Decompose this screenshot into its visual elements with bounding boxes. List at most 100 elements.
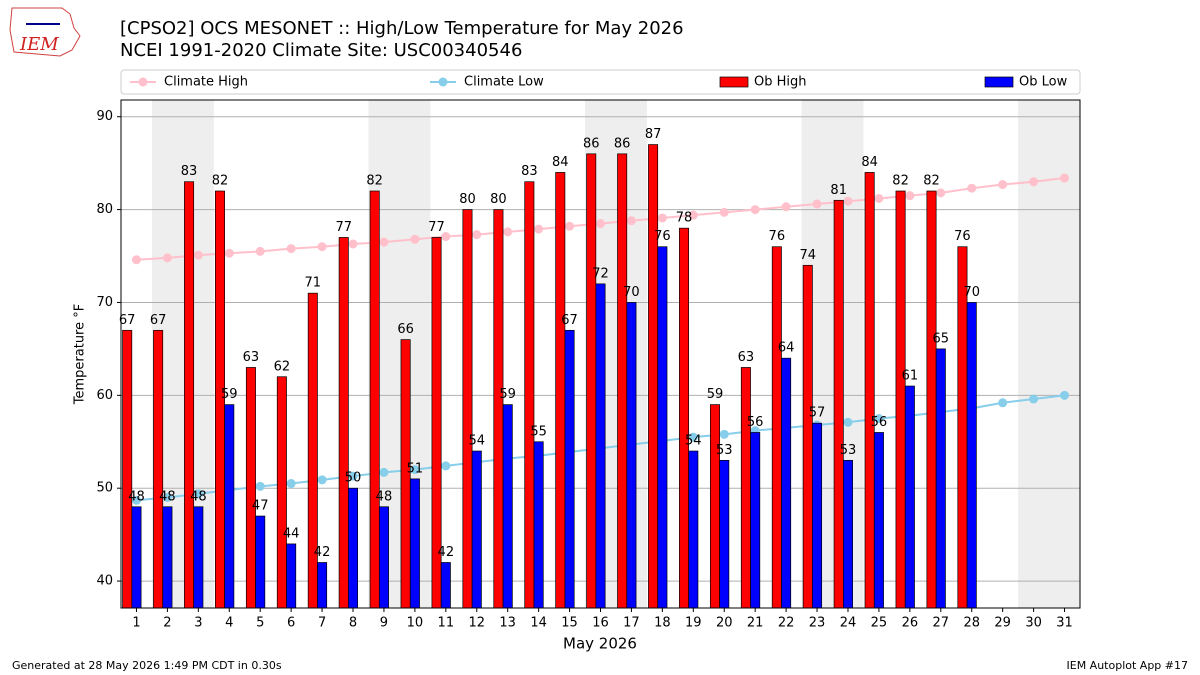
bar: [471, 450, 482, 609]
data-label: 82: [892, 174, 909, 189]
bar: [926, 190, 937, 609]
y-tick-label: 90: [96, 109, 113, 124]
y-tick-label: 60: [96, 388, 113, 403]
data-label: 48: [190, 489, 207, 504]
bar: [564, 329, 575, 609]
data-label: 65: [933, 331, 950, 346]
bar: [131, 506, 142, 609]
data-label: 82: [366, 174, 383, 189]
bar: [440, 562, 451, 609]
footer-left: Generated at 28 May 2026 1:49 PM CDT in …: [12, 659, 282, 672]
bar: [502, 404, 513, 609]
bar: [369, 190, 380, 609]
legend-swatch: [438, 77, 448, 87]
data-label: 44: [283, 526, 300, 541]
data-label: 77: [335, 220, 352, 235]
bar: [771, 246, 782, 609]
bar: [833, 199, 844, 609]
bar: [586, 153, 597, 609]
bar: [802, 264, 813, 609]
data-label: 53: [716, 443, 733, 458]
data-label: 80: [490, 192, 507, 207]
x-axis-label: May 2026: [563, 635, 637, 653]
bar: [895, 190, 906, 609]
x-tick-label: 17: [623, 616, 640, 631]
line-point: [348, 471, 358, 481]
data-label: 86: [614, 136, 631, 151]
line-point: [286, 479, 296, 489]
data-label: 86: [583, 136, 600, 151]
data-label: 67: [561, 313, 578, 328]
bar: [595, 283, 606, 609]
x-tick-label: 14: [530, 616, 547, 631]
bar: [338, 237, 349, 609]
line-point: [936, 188, 946, 198]
legend-swatch: [984, 76, 1014, 88]
x-tick-label: 29: [994, 616, 1011, 631]
bar: [524, 181, 535, 609]
bar: [957, 246, 968, 609]
data-label: 78: [676, 211, 693, 226]
x-tick-label: 10: [407, 616, 424, 631]
data-label: 67: [119, 313, 136, 328]
bar: [348, 487, 359, 609]
line-point: [1029, 394, 1039, 404]
data-label: 82: [212, 174, 229, 189]
data-label: 76: [769, 229, 786, 244]
x-tick-label: 12: [468, 616, 485, 631]
line-point: [162, 253, 172, 263]
x-tick-label: 1: [132, 616, 140, 631]
line-point: [626, 216, 636, 226]
x-tick-label: 30: [1025, 616, 1042, 631]
x-tick-label: 23: [809, 616, 826, 631]
bar: [966, 302, 977, 609]
line-point: [472, 230, 482, 240]
line-point: [874, 193, 884, 203]
bar: [378, 506, 389, 609]
data-label: 56: [871, 415, 888, 430]
data-label: 76: [954, 229, 971, 244]
data-label: 84: [861, 155, 878, 170]
data-label: 87: [645, 127, 662, 142]
legend-swatch: [138, 77, 148, 87]
bar: [276, 376, 287, 609]
logo-text: IEM: [19, 34, 59, 55]
y-tick-label: 80: [96, 202, 113, 217]
line-point: [410, 234, 420, 244]
data-label: 66: [397, 322, 414, 337]
data-label: 54: [468, 434, 485, 449]
data-label: 59: [707, 387, 724, 402]
line-point: [1060, 390, 1070, 400]
line-point: [998, 398, 1008, 408]
x-tick-label: 24: [840, 616, 857, 631]
bar: [162, 506, 173, 609]
data-label: 84: [552, 155, 569, 170]
legend-label: Climate High: [164, 75, 248, 90]
data-label: 42: [314, 545, 331, 560]
line-point: [657, 213, 667, 223]
line-point: [812, 199, 822, 209]
bar: [935, 348, 946, 609]
data-label: 82: [923, 174, 940, 189]
bar: [462, 209, 473, 609]
bar: [709, 404, 720, 609]
data-label: 64: [778, 341, 795, 356]
bar: [193, 506, 204, 609]
line-point: [224, 248, 234, 258]
line-point: [843, 196, 853, 206]
bar: [864, 172, 875, 609]
data-label: 59: [499, 387, 516, 402]
bar: [648, 144, 659, 609]
x-tick-label: 28: [963, 616, 980, 631]
line-point: [565, 221, 575, 231]
line-point: [905, 191, 915, 201]
data-label: 42: [438, 545, 455, 560]
line-point: [255, 481, 265, 491]
x-tick-label: 4: [225, 616, 233, 631]
data-label: 70: [623, 285, 640, 300]
x-tick-label: 15: [561, 616, 578, 631]
line-point: [874, 414, 884, 424]
line-point: [503, 227, 513, 237]
line-point: [193, 489, 203, 499]
data-label: 59: [221, 387, 238, 402]
